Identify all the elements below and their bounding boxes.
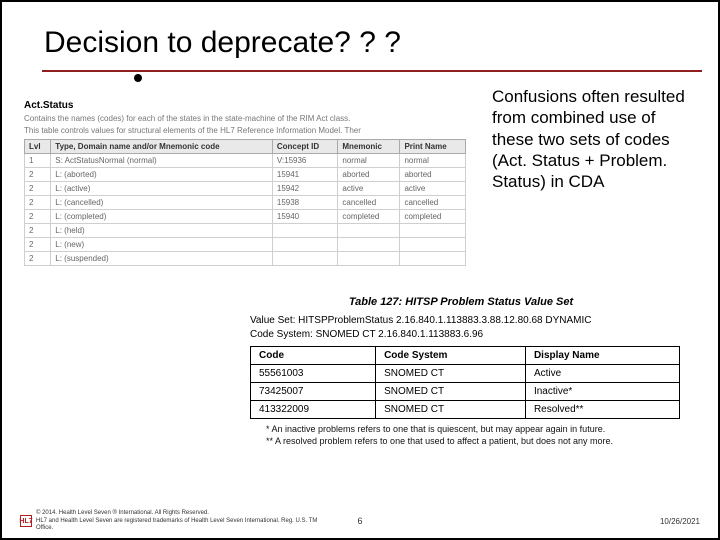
act-table-row: 1S: ActStatusNormal (normal)V:15936norma… xyxy=(25,154,466,168)
footer-copyright-1: © 2014. Health Level Seven ® Internation… xyxy=(36,510,336,517)
problem-table-caption: Table 127: HITSP Problem Status Value Se… xyxy=(228,296,694,308)
act-table-row: 2L: (aborted)15941abortedaborted xyxy=(25,168,466,182)
act-col-header: Type, Domain name and/or Mnemonic code xyxy=(51,140,273,154)
problem-code-system: Code System: SNOMED CT 2.16.840.1.113883… xyxy=(228,328,694,342)
problem-col-header: Display Name xyxy=(525,347,679,365)
footer-copyright-2: HL7 and Health Level Seven are registere… xyxy=(36,518,336,532)
act-table-row: 2L: (active)15942activeactive xyxy=(25,182,466,196)
problem-col-header: Code xyxy=(251,347,376,365)
act-status-block: Act.Status Contains the names (codes) fo… xyxy=(24,100,466,266)
hl7-logo: HL7 xyxy=(20,515,32,527)
footer-page-number: 6 xyxy=(357,516,362,526)
footer-date: 10/26/2021 xyxy=(660,517,700,526)
act-col-header: Lvl xyxy=(25,140,51,154)
problem-status-block: Table 127: HITSP Problem Status Value Se… xyxy=(228,296,694,447)
problem-note-2: ** A resolved problem refers to one that… xyxy=(266,435,694,447)
problem-note-1: * An inactive problems refers to one tha… xyxy=(266,423,694,435)
act-col-header: Concept ID xyxy=(272,140,338,154)
problem-table-row: 413322009SNOMED CTResolved** xyxy=(251,401,680,419)
problem-status-table: CodeCode SystemDisplay Name 55561003SNOM… xyxy=(250,346,680,419)
act-status-desc2: This table controls values for structura… xyxy=(24,126,466,135)
problem-notes: * An inactive problems refers to one tha… xyxy=(228,419,694,447)
act-table-row: 2L: (cancelled)15938cancelledcancelled xyxy=(25,196,466,210)
act-table-row: 2L: (new) xyxy=(25,238,466,252)
problem-col-header: Code System xyxy=(376,347,526,365)
act-status-heading: Act.Status xyxy=(24,100,466,111)
act-col-header: Mnemonic xyxy=(338,140,400,154)
callout-text: Confusions often resulted from combined … xyxy=(492,86,688,192)
act-col-header: Print Name xyxy=(400,140,466,154)
act-status-table: LvlType, Domain name and/or Mnemonic cod… xyxy=(24,139,466,266)
problem-value-set: Value Set: HITSPProblemStatus 2.16.840.1… xyxy=(228,314,694,328)
act-status-desc1: Contains the names (codes) for each of t… xyxy=(24,114,466,123)
title-divider xyxy=(42,70,702,72)
slide-footer: HL7 © 2014. Health Level Seven ® Interna… xyxy=(2,510,718,532)
act-table-row: 2L: (completed)15940completedcompleted xyxy=(25,210,466,224)
act-table-row: 2L: (held) xyxy=(25,224,466,238)
problem-table-row: 55561003SNOMED CTActive xyxy=(251,365,680,383)
problem-table-row: 73425007SNOMED CTInactive* xyxy=(251,383,680,401)
slide-title: Decision to deprecate? ? ? xyxy=(2,20,718,66)
act-table-row: 2L: (suspended) xyxy=(25,252,466,266)
bullet-dot xyxy=(134,74,142,82)
